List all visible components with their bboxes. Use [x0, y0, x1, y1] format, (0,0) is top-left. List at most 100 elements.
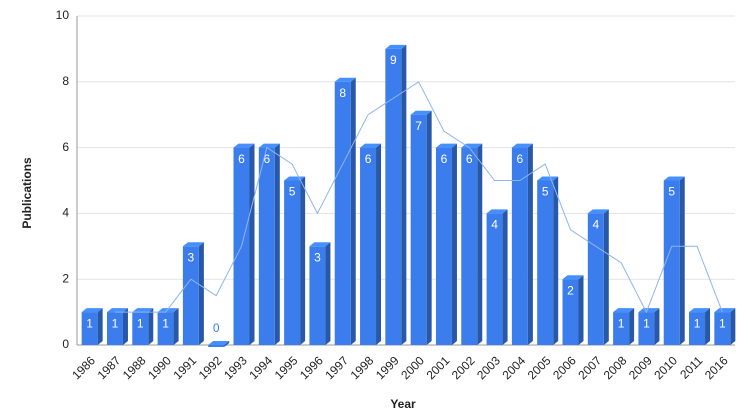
bar	[233, 143, 255, 345]
bar	[334, 77, 356, 346]
bar-top	[613, 308, 635, 313]
bar-top	[714, 308, 736, 313]
bar-front	[284, 180, 301, 345]
bar-side	[401, 44, 407, 346]
y-tick-label: 2	[62, 271, 69, 285]
value-label: 1	[643, 316, 650, 330]
y-tick-label: 10	[56, 8, 70, 22]
value-label: 6	[517, 152, 524, 166]
bar-side	[122, 308, 128, 345]
bar-side	[553, 176, 559, 345]
bar-side	[705, 308, 711, 345]
value-label: 1	[618, 316, 625, 330]
x-tick-label: 2002	[449, 353, 478, 382]
bar-front	[334, 81, 351, 346]
x-tick-label: 1986	[69, 353, 98, 382]
bar-top	[233, 143, 255, 148]
value-label: 1	[162, 316, 169, 330]
value-label: 1	[112, 316, 119, 330]
bar-top	[132, 308, 154, 313]
value-label: 6	[441, 152, 448, 166]
value-label: 6	[238, 152, 245, 166]
bar-side	[502, 209, 508, 345]
bar	[81, 308, 103, 345]
bar-front	[410, 114, 427, 345]
bar-top	[208, 341, 230, 345]
bar-side	[578, 275, 584, 345]
bar-front	[106, 312, 123, 345]
value-label: 1	[719, 316, 726, 330]
bar-top	[537, 176, 559, 181]
bar	[385, 44, 407, 346]
x-axis-title: Year	[390, 397, 416, 411]
y-axis-title: Publications	[20, 157, 34, 229]
bar-side	[527, 143, 533, 345]
value-label: 5	[668, 185, 675, 199]
bar	[537, 176, 559, 345]
bar-front	[385, 48, 402, 346]
value-label: 4	[592, 218, 599, 232]
bar-front	[157, 312, 174, 345]
value-label: 6	[365, 152, 372, 166]
value-label: 6	[263, 152, 270, 166]
x-tick-label: 2004	[499, 353, 528, 382]
bar-top	[258, 143, 280, 148]
bar-side	[274, 143, 280, 345]
bar-side	[629, 308, 635, 345]
bar-side	[198, 242, 204, 345]
bar-front	[435, 147, 452, 345]
bar	[284, 176, 306, 345]
bar-side	[97, 308, 103, 345]
bar-front	[81, 312, 98, 345]
bar-front	[638, 312, 655, 345]
bar-top	[486, 209, 508, 214]
bar-side	[350, 77, 356, 346]
bar	[132, 308, 154, 345]
bar	[613, 308, 635, 345]
x-tick-label: 1988	[120, 353, 149, 382]
x-tick-label: 2000	[398, 353, 427, 382]
x-tick-label: 1994	[246, 353, 275, 382]
bar-top	[435, 143, 457, 148]
bar	[208, 341, 230, 347]
value-label: 1	[694, 316, 701, 330]
value-label: 5	[289, 185, 296, 199]
x-tick-label: 2005	[525, 353, 554, 382]
bar-front	[486, 213, 503, 345]
bar-front	[663, 180, 680, 345]
bar-front	[461, 147, 478, 345]
trend-line	[114, 81, 723, 314]
value-label: 4	[491, 218, 498, 232]
bar-side	[426, 110, 432, 345]
value-label: 1	[137, 316, 144, 330]
bar-side	[477, 143, 483, 345]
x-tick-label: 1998	[348, 353, 377, 382]
value-label: 8	[339, 86, 346, 100]
bar-top	[106, 308, 128, 313]
value-label: 1	[86, 316, 93, 330]
y-tick-label: 6	[62, 140, 69, 154]
bar	[663, 176, 685, 345]
bar-side	[325, 242, 331, 345]
bar	[511, 143, 533, 345]
bar	[106, 308, 128, 345]
x-tick-label: 2011	[677, 353, 705, 381]
bar	[461, 143, 483, 345]
bar-top	[511, 143, 533, 148]
x-tick-label: 1997	[322, 353, 351, 382]
value-label: 0	[213, 321, 220, 335]
x-tick-label: 1990	[145, 353, 174, 382]
bar	[486, 209, 508, 345]
bar-front	[714, 312, 731, 345]
value-label: 5	[542, 185, 549, 199]
bar-side	[224, 341, 230, 347]
bar	[638, 308, 660, 345]
x-tick-label: 2008	[601, 353, 630, 382]
x-tick-label: 2009	[626, 353, 655, 382]
bar-front	[537, 180, 554, 345]
bar-side	[679, 176, 685, 345]
value-label: 2	[567, 283, 574, 297]
bar	[435, 143, 457, 345]
bar	[360, 143, 382, 345]
